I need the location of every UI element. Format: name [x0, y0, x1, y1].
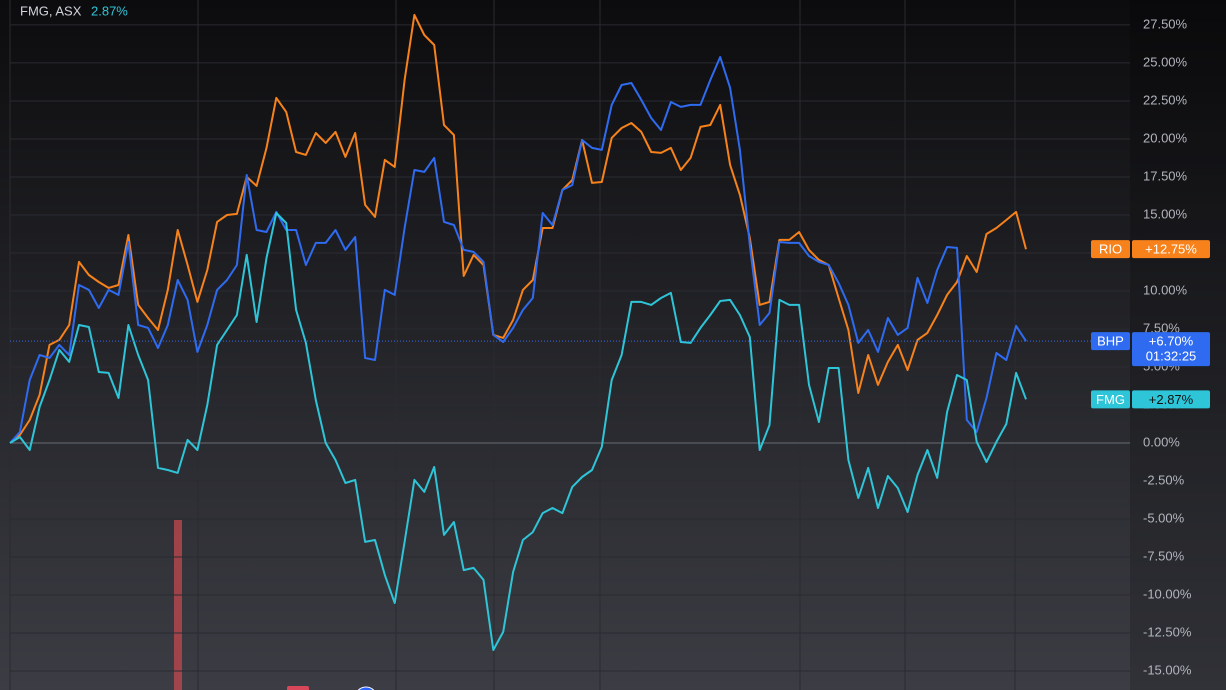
y-tick-label: 0.00%	[1143, 434, 1180, 449]
last-value-label: +2.87%	[1149, 392, 1194, 407]
symbol-change: 2.87%	[91, 3, 128, 18]
y-tick-label: 27.50%	[1143, 16, 1188, 31]
vertical-grid	[9, 0, 1016, 690]
countdown: 01:32:25	[1146, 349, 1197, 364]
last-value-badge	[1132, 390, 1210, 409]
series-name-badge	[1091, 390, 1130, 409]
last-value-label: +6.70%	[1149, 334, 1194, 349]
series-line	[9, 212, 1027, 651]
series-name-badge	[1091, 332, 1130, 351]
y-tick-label: 10.00%	[1143, 282, 1188, 297]
y-tick-label: -15.00%	[1143, 662, 1192, 677]
y-tick-label: -10.00%	[1143, 586, 1192, 601]
y-tick-label: -2.50%	[1143, 472, 1185, 487]
y-tick-label: -5.00%	[1143, 510, 1185, 525]
series-name: RIO	[1099, 242, 1122, 257]
event-marker	[174, 520, 182, 690]
y-tick-label: 7.50%	[1143, 320, 1180, 335]
last-value-badge	[1132, 240, 1210, 259]
event-icon	[357, 686, 375, 690]
y-tick-label: 15.00%	[1143, 206, 1188, 221]
series-name: FMG	[1096, 392, 1125, 407]
y-tick-label: -7.50%	[1143, 548, 1185, 563]
series-line	[9, 13, 1027, 444]
y-tick-label: 20.00%	[1143, 130, 1188, 145]
series-name: BHP	[1097, 334, 1124, 349]
badge-layer: RIO +12.75% BHP +6.70%01:32:25 FMG +2.87%	[1091, 240, 1210, 409]
y-tick-label: 17.50%	[1143, 168, 1188, 183]
series-name-badge	[1091, 240, 1130, 259]
last-value-label: +12.75%	[1145, 242, 1197, 257]
y-tick-label: 25.00%	[1143, 54, 1188, 69]
symbol-label: FMG, ASX	[20, 3, 82, 18]
y-tick-label: 22.50%	[1143, 92, 1188, 107]
grid-layer: 27.50%25.00%22.50%20.00%17.50%15.00%12.5…	[10, 16, 1192, 677]
event-icon	[287, 686, 309, 690]
series-line	[9, 56, 1027, 444]
line-layer	[9, 13, 1130, 651]
last-value-badge	[1132, 332, 1210, 367]
y-tick-label: -12.50%	[1143, 624, 1192, 639]
